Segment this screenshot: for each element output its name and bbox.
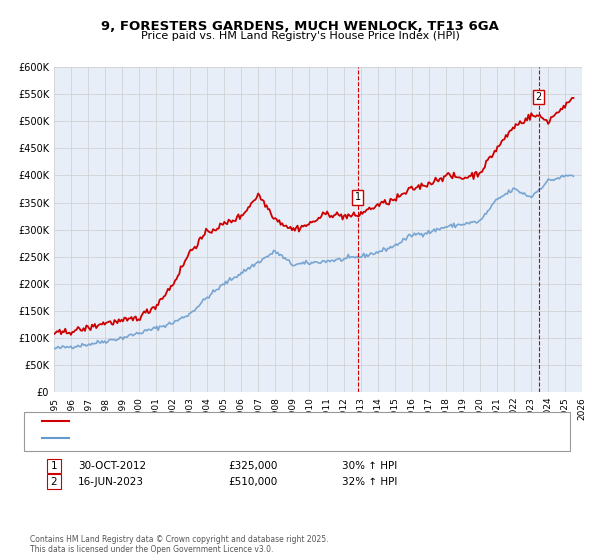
Text: Contains HM Land Registry data © Crown copyright and database right 2025.
This d: Contains HM Land Registry data © Crown c… bbox=[30, 535, 329, 554]
Text: 1: 1 bbox=[355, 192, 361, 202]
Text: 1: 1 bbox=[50, 461, 58, 471]
Text: £510,000: £510,000 bbox=[228, 477, 277, 487]
Text: Price paid vs. HM Land Registry's House Price Index (HPI): Price paid vs. HM Land Registry's House … bbox=[140, 31, 460, 41]
Text: 30% ↑ HPI: 30% ↑ HPI bbox=[342, 461, 397, 471]
Text: 9, FORESTERS GARDENS, MUCH WENLOCK, TF13 6GA (detached house): 9, FORESTERS GARDENS, MUCH WENLOCK, TF13… bbox=[72, 416, 424, 426]
Text: 9, FORESTERS GARDENS, MUCH WENLOCK, TF13 6GA: 9, FORESTERS GARDENS, MUCH WENLOCK, TF13… bbox=[101, 20, 499, 32]
Text: £325,000: £325,000 bbox=[228, 461, 277, 471]
Text: 30-OCT-2012: 30-OCT-2012 bbox=[78, 461, 146, 471]
Text: 2: 2 bbox=[50, 477, 58, 487]
Text: HPI: Average price, detached house, Shropshire: HPI: Average price, detached house, Shro… bbox=[72, 433, 305, 443]
Text: 16-JUN-2023: 16-JUN-2023 bbox=[78, 477, 144, 487]
Text: 2: 2 bbox=[535, 92, 542, 102]
Text: 32% ↑ HPI: 32% ↑ HPI bbox=[342, 477, 397, 487]
